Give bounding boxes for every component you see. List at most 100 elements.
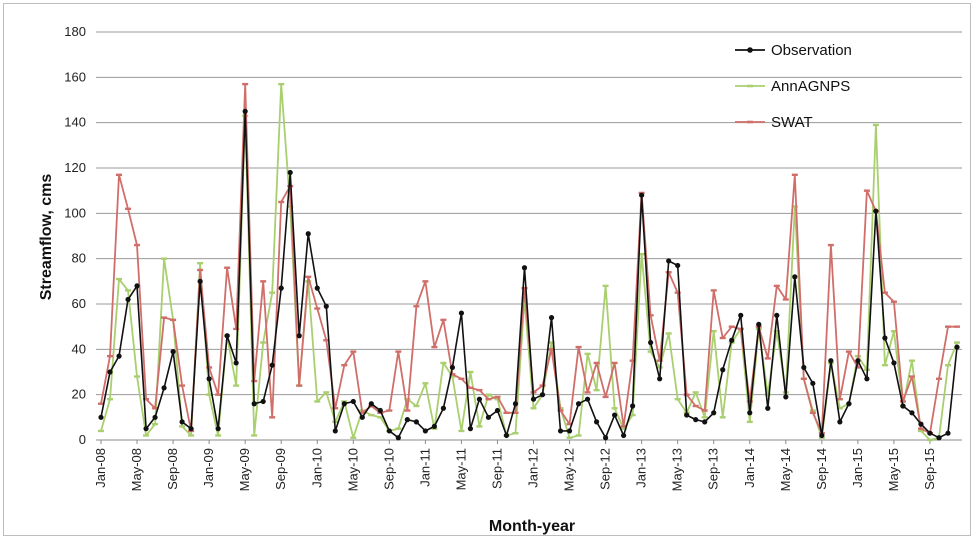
x-tick-label: Jan-14 xyxy=(742,448,757,488)
observation-point xyxy=(593,419,600,425)
y-tick-label: 160 xyxy=(64,69,86,84)
observation-point xyxy=(341,401,347,407)
observation-point xyxy=(431,423,437,429)
observation-point xyxy=(395,435,401,441)
observation-point xyxy=(512,401,519,407)
x-tick-label: Sep-09 xyxy=(273,448,288,490)
observation-point xyxy=(873,208,879,214)
observation-point xyxy=(476,396,483,402)
observation-point xyxy=(521,265,528,271)
observation-point xyxy=(188,426,194,432)
observation-point xyxy=(927,430,933,436)
observation-point xyxy=(260,398,266,405)
observation-point xyxy=(548,315,555,321)
observation-point xyxy=(720,367,726,373)
observation-line xyxy=(100,110,958,439)
x-tick-label: Jan-15 xyxy=(850,448,865,488)
observation-point xyxy=(612,412,618,418)
observation-point xyxy=(557,428,564,434)
x-tick-label: Sep-15 xyxy=(922,448,937,490)
legend-label: AnnAGNPS xyxy=(771,78,850,95)
observation-point xyxy=(305,231,311,237)
legend-item-annagnps: AnnAGNPS xyxy=(735,78,850,95)
x-tick-label: May-15 xyxy=(886,448,901,491)
y-tick-label: 140 xyxy=(64,115,86,130)
observation-point xyxy=(810,380,816,386)
x-tick-label: Sep-14 xyxy=(814,448,829,490)
legend-item-observation: Observation xyxy=(735,42,852,59)
legend: Observation AnnAGNPS SWAT xyxy=(735,42,852,131)
observation-point xyxy=(125,296,131,303)
observation-point xyxy=(206,376,212,382)
observation-point xyxy=(819,432,825,439)
observation-point xyxy=(134,283,140,289)
annagnps-line xyxy=(100,83,958,441)
observation-point xyxy=(287,169,293,176)
observation-point xyxy=(422,428,428,434)
legend-label: Observation xyxy=(771,42,852,59)
observation-point xyxy=(107,369,113,375)
observation-point xyxy=(179,419,185,425)
y-tick-label: 0 xyxy=(79,432,86,447)
y-tick-label: 100 xyxy=(64,205,86,220)
observation-point xyxy=(440,405,446,411)
observation-point xyxy=(837,419,843,425)
observation-point xyxy=(458,310,465,316)
x-tick-label: Jan-13 xyxy=(634,448,649,488)
observation-point xyxy=(783,394,789,400)
observation-point xyxy=(756,321,762,327)
observation-point xyxy=(621,432,627,439)
observation-point xyxy=(954,344,960,350)
x-tick-label: May-11 xyxy=(453,448,468,490)
observation-point xyxy=(945,430,951,436)
observation-point xyxy=(711,410,717,416)
observation-point xyxy=(864,376,870,382)
x-tick-label: Jan-10 xyxy=(309,448,324,488)
x-tick-label: Sep-13 xyxy=(706,448,721,490)
observation-point xyxy=(539,392,546,398)
observation-point xyxy=(846,401,852,407)
observation-point xyxy=(413,419,419,425)
observation-point xyxy=(738,312,744,318)
observation-point xyxy=(233,360,239,366)
series-observation xyxy=(98,108,960,441)
y-axis-label: Streamflow, cms xyxy=(38,174,55,301)
x-tick-label: Jan-11 xyxy=(417,448,432,487)
observation-point xyxy=(197,278,203,284)
observation-point xyxy=(170,349,176,355)
observation-point xyxy=(702,419,708,425)
observation-point xyxy=(747,410,753,416)
observation-point xyxy=(494,407,501,414)
x-tick-label: May-10 xyxy=(345,448,360,491)
y-tick-label: 40 xyxy=(72,341,86,356)
observation-point xyxy=(765,405,771,411)
x-tick-label: May-09 xyxy=(237,448,252,491)
observation-point xyxy=(242,108,248,114)
observation-point xyxy=(936,435,942,441)
observation-point xyxy=(332,428,338,434)
observation-point xyxy=(503,432,510,439)
observation-point xyxy=(224,333,230,339)
observation-point xyxy=(116,353,122,359)
observation-point xyxy=(161,385,167,391)
observation-point xyxy=(251,401,257,407)
observation-point xyxy=(584,396,591,402)
observation-point xyxy=(323,303,329,309)
observation-point xyxy=(152,414,158,420)
x-tick-label: May-14 xyxy=(778,448,793,491)
x-tick-label: May-08 xyxy=(129,448,144,491)
y-tick-label: 60 xyxy=(72,296,86,311)
observation-point xyxy=(602,435,609,441)
x-tick-labels: Jan-08 May-08 Sep-08 Jan-09 May-09 Sep-09 Jan-… xyxy=(93,448,937,491)
observation-point xyxy=(98,414,104,420)
observation-point xyxy=(467,426,474,432)
legend-label: SWAT xyxy=(771,114,813,131)
observation-point xyxy=(269,362,275,368)
observation-point xyxy=(657,376,663,382)
observation-point xyxy=(729,337,735,343)
observation-point xyxy=(630,403,636,409)
observation-point xyxy=(882,335,888,341)
x-tick-label: Sep-11 xyxy=(489,448,504,489)
x-tick-label: Sep-08 xyxy=(165,448,180,490)
x-tick-label: Sep-12 xyxy=(598,448,613,490)
